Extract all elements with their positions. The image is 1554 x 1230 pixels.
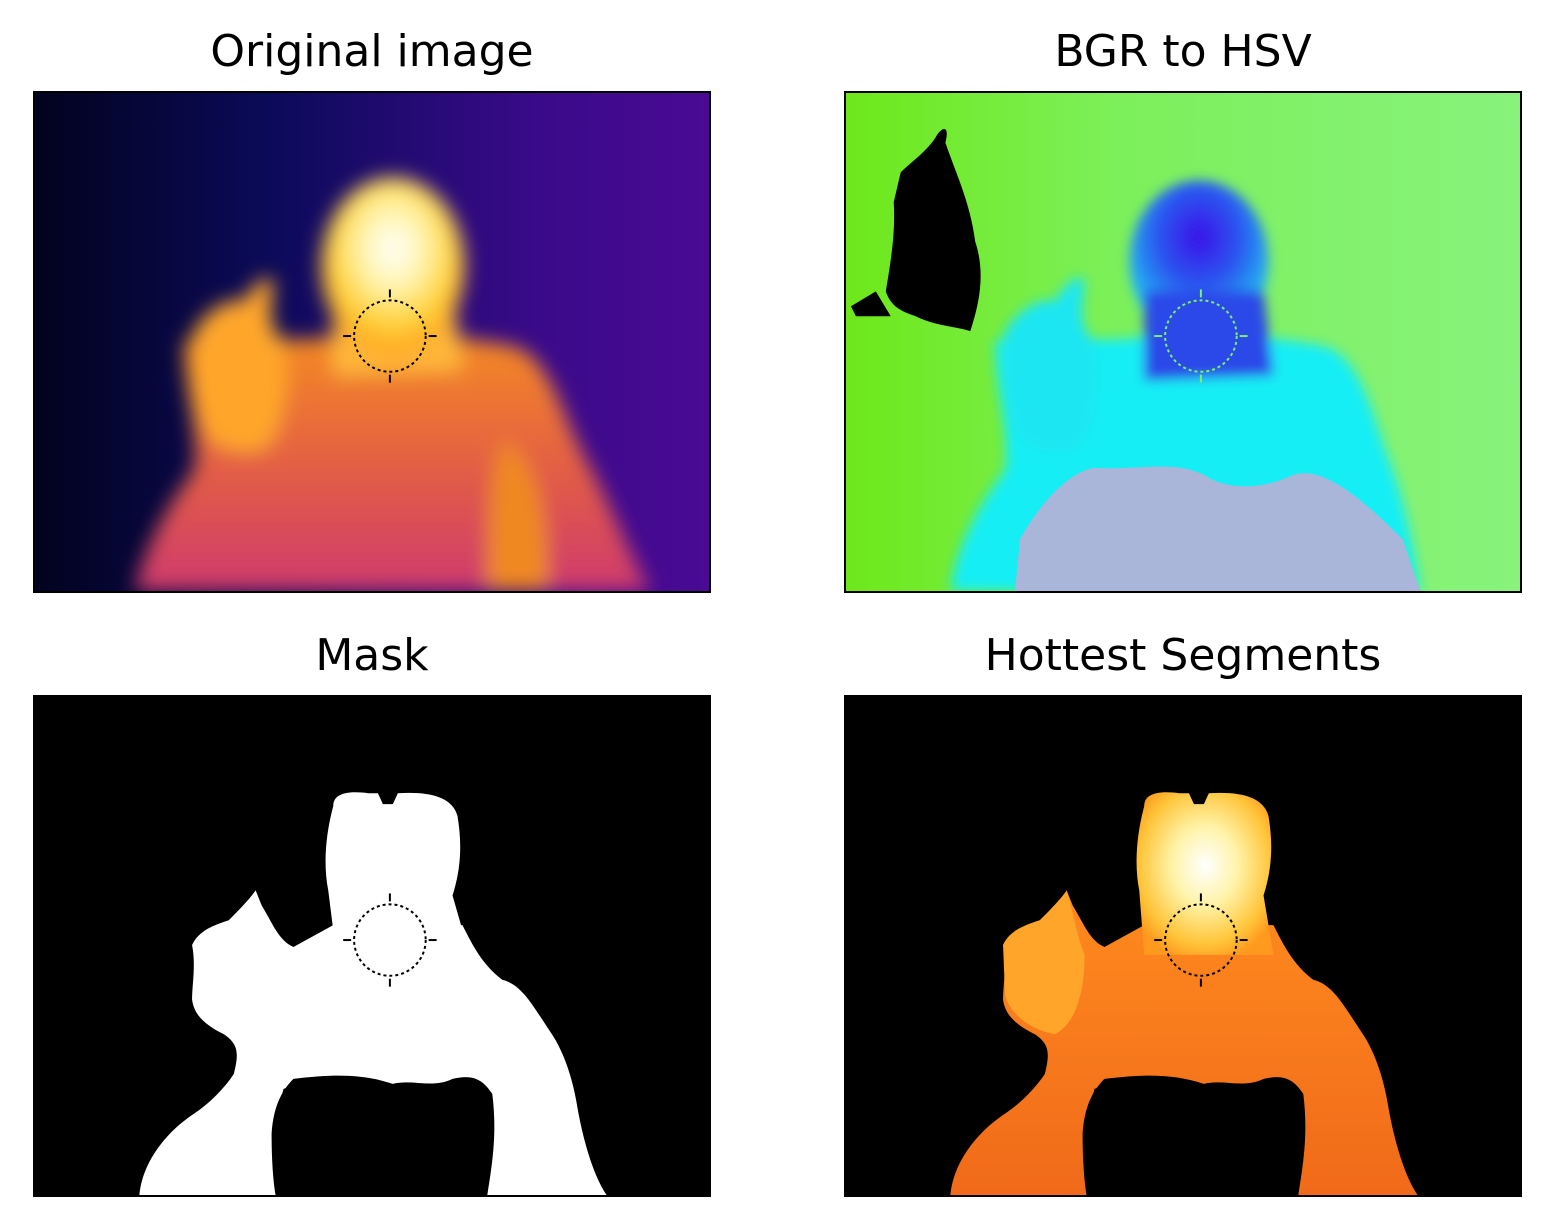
panel-title-mask: Mask: [315, 630, 429, 681]
target-crosshair-icon: [1154, 289, 1248, 383]
panel-title-bgr-to-hsv: BGR to HSV: [1054, 26, 1312, 77]
original-thermal-image: [33, 91, 711, 593]
panel-title-original-image: Original image: [210, 26, 534, 77]
target-crosshair-icon: [343, 289, 437, 383]
hsv-converted-image: [844, 91, 1522, 593]
panel-title-hottest-segments: Hottest Segments: [984, 630, 1382, 681]
binary-mask-image: [33, 695, 711, 1197]
hottest-segments-image: [844, 695, 1522, 1197]
